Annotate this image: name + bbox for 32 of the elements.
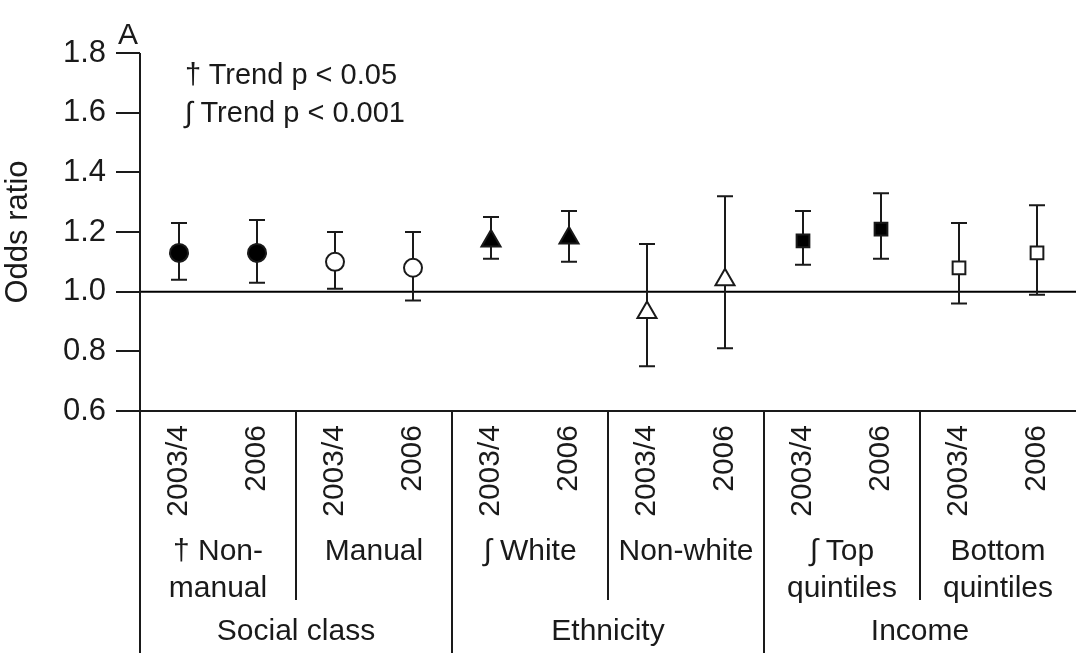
x-tick-label: 2003/4	[472, 425, 506, 517]
x-tick-label: 2006	[238, 425, 272, 492]
y-tick-label: 1.8	[62, 33, 106, 69]
annotation: † Trend p < 0.05	[185, 58, 398, 90]
y-tick-label: 0.6	[62, 391, 106, 427]
annotation: ∫ Trend p < 0.001	[183, 96, 405, 129]
y-tick-label: 1.0	[62, 272, 106, 308]
x-tick-label: 2006	[1018, 425, 1052, 492]
y-tick-label: 0.8	[62, 331, 106, 367]
x-tick-label: 2006	[862, 425, 896, 492]
text: Manual	[324, 533, 424, 566]
x-tick-label: 2006	[394, 425, 428, 492]
text: ∫ White	[481, 533, 577, 567]
text: † Non-manual	[168, 533, 268, 603]
x-tick-label: 2003/4	[316, 425, 350, 517]
x-tick-label: 2003/4	[628, 425, 662, 517]
x-tick-label: 2006	[550, 425, 584, 492]
text: Non-white	[618, 533, 754, 566]
y-tick-label: 1.6	[62, 93, 106, 129]
text: Bottom quintiles	[942, 533, 1054, 603]
y-tick-label: 1.4	[62, 152, 106, 188]
y-tick-label: 1.2	[62, 212, 106, 248]
x-tick-label: 2006	[706, 425, 740, 492]
text: Ethnicity	[551, 613, 665, 646]
x-tick-label: 2003/4	[160, 425, 194, 517]
x-tick-label: 2003/4	[940, 425, 974, 517]
text: Income	[870, 613, 970, 646]
chart-title: A	[118, 17, 139, 50]
y-axis-title: Odds ratio	[0, 160, 35, 304]
text: ∫ Top quintiles	[786, 533, 898, 603]
text: Social class	[216, 613, 376, 646]
x-tick-label: 2003/4	[784, 425, 818, 517]
